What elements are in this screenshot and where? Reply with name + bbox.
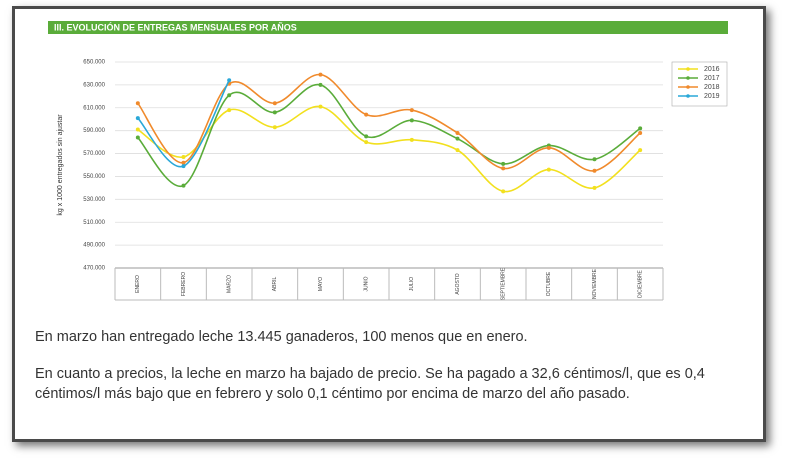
point-marker [501, 166, 506, 171]
x-tick-label: SEPTIEMBRE [500, 267, 506, 300]
point-marker [272, 125, 277, 130]
point-marker [364, 112, 369, 117]
point-marker [318, 104, 323, 109]
point-marker [638, 126, 643, 131]
y-tick-label: 610.000 [83, 105, 105, 111]
point-marker [135, 135, 140, 140]
legend-marker [686, 85, 690, 89]
x-tick-label: ENERO [135, 275, 141, 293]
x-tick-label: MARZO [226, 275, 232, 293]
x-tick-label: AGOSTO [455, 273, 461, 294]
point-marker [501, 161, 506, 166]
y-tick-label: 630.000 [83, 82, 105, 88]
legend-marker [686, 67, 690, 71]
point-marker [181, 160, 186, 165]
y-tick-label: 530.000 [83, 197, 105, 203]
panel [12, 6, 766, 442]
legend-label: 2018 [704, 84, 720, 91]
x-tick-label: DICIEMBRE [637, 269, 643, 297]
legend-marker [686, 94, 690, 98]
y-tick-label: 510.000 [83, 220, 105, 226]
point-marker [318, 82, 323, 87]
point-marker [272, 101, 277, 106]
point-marker [409, 108, 414, 113]
point-marker [364, 140, 369, 145]
paragraph: En cuanto a precios, la leche en marzo h… [35, 366, 705, 402]
y-tick-label: 490.000 [83, 243, 105, 249]
point-marker [135, 127, 140, 132]
legend-label: 2016 [704, 66, 720, 73]
point-marker [455, 136, 460, 141]
paragraph: En marzo han entregado leche 13.445 gana… [35, 329, 528, 345]
point-marker [135, 116, 140, 121]
x-tick-label: JUNIO [363, 276, 369, 291]
x-tick-label: MAYO [318, 277, 324, 291]
point-marker [227, 93, 232, 98]
point-marker [364, 134, 369, 139]
point-marker [592, 168, 597, 173]
y-tick-label: 570.000 [83, 151, 105, 157]
y-tick-label: 550.000 [83, 174, 105, 180]
x-tick-label: OCTUBRE [546, 271, 552, 296]
point-marker [272, 110, 277, 115]
x-tick-label: FEBRERO [181, 272, 187, 296]
point-marker [227, 108, 232, 113]
point-marker [318, 72, 323, 77]
y-axis-label: kg x 1000 entregados sin ajustar [57, 114, 64, 216]
point-marker [409, 137, 414, 142]
x-tick-label: NOVIEMBRE [592, 268, 598, 299]
x-tick-label: ABRIL [272, 277, 278, 292]
point-marker [546, 145, 551, 150]
point-marker [455, 130, 460, 135]
legend-label: 2019 [704, 93, 720, 100]
point-marker [227, 78, 232, 83]
series-line [137, 83, 641, 187]
point-marker [409, 118, 414, 123]
point-marker [638, 148, 643, 153]
point-marker [592, 185, 597, 190]
y-tick-label: 470.000 [83, 266, 105, 272]
point-marker [181, 183, 186, 188]
legend-marker [686, 76, 690, 80]
point-marker [638, 130, 643, 135]
header-bar [48, 21, 728, 34]
point-marker [181, 164, 186, 169]
y-tick-label: 650.000 [83, 60, 105, 66]
legend-label: 2017 [704, 75, 720, 82]
point-marker [546, 167, 551, 172]
point-marker [135, 101, 140, 106]
point-marker [501, 189, 506, 194]
point-marker [592, 157, 597, 162]
y-tick-label: 590.000 [83, 128, 105, 134]
point-marker [455, 148, 460, 153]
x-tick-label: JULIO [409, 277, 415, 291]
chart-title: III. EVOLUCIÓN DE ENTREGAS MENSUALES POR… [54, 21, 297, 32]
point-marker [181, 154, 186, 159]
